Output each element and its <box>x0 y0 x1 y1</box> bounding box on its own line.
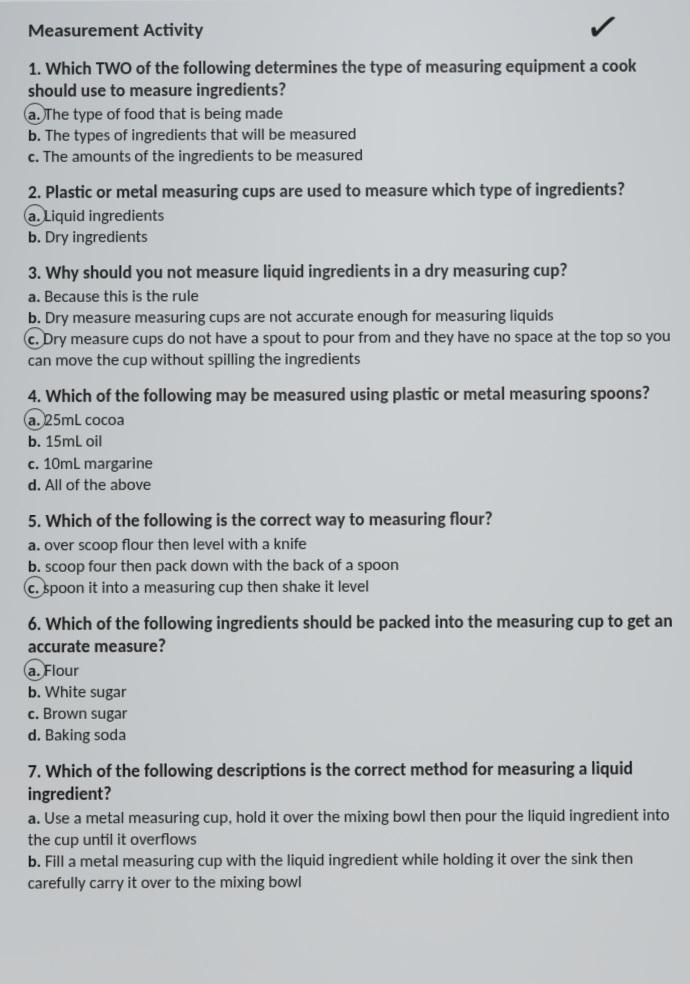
option-row: d. All of the above <box>28 471 678 496</box>
option-letter: b. <box>28 852 41 873</box>
option-text: over scoop flour then level with a knife <box>41 533 307 555</box>
option-letter: c. <box>28 453 39 473</box>
option-letter: a. <box>28 104 41 124</box>
options-list: a. over scoop flour then level with a kn… <box>28 531 679 599</box>
option-letter: b. <box>28 227 41 247</box>
option-text: 25mL cocoa <box>41 410 125 431</box>
options-list: a. Because this is the ruleb. Dry measur… <box>28 284 676 373</box>
option-text: Fill a metal measuring cup with the liqu… <box>28 848 633 894</box>
option-letter: b. <box>28 308 41 328</box>
question-block: 1. Which TWO of the following determines… <box>28 55 674 168</box>
question-stem: 2. Plastic or metal measuring cups are u… <box>28 179 674 204</box>
question-block: 5. Which of the following is the correct… <box>28 507 679 599</box>
option-row: c. Dry measure cups do not have a spout … <box>28 326 676 372</box>
question-block: 6. Which of the following ingredients sh… <box>28 610 680 747</box>
option-letter: d. <box>28 475 41 495</box>
option-text: spoon it into a measuring cup then shake… <box>39 576 369 598</box>
option-letter: d. <box>28 725 41 746</box>
options-list: a. The type of food that is being madeb.… <box>28 101 674 168</box>
option-row: b. Dry ingredients <box>28 224 675 249</box>
question-block: 2. Plastic or metal measuring cups are u… <box>28 179 675 249</box>
worksheet-page: ✓ Measurement Activity 1. Which TWO of t… <box>0 0 690 984</box>
option-text: All of the above <box>41 474 151 495</box>
option-letter: a. <box>28 287 41 307</box>
questions-container: 1. Which TWO of the following determines… <box>28 55 682 895</box>
option-text: scoop four then pack down with the back … <box>41 554 399 576</box>
option-text: 10mL margarine <box>39 453 153 474</box>
option-text: Use a metal measuring cup, hold it over … <box>28 805 670 851</box>
option-letter: b. <box>28 126 41 146</box>
option-text: White sugar <box>41 682 126 703</box>
question-stem: 7. Which of the following descriptions i… <box>28 758 681 806</box>
options-list: a. Flourb. White sugarc. Brown sugard. B… <box>28 657 680 747</box>
option-text: Dry measure measuring cups are not accur… <box>41 305 553 328</box>
question-stem: 5. Which of the following is the correct… <box>28 507 678 533</box>
option-letter: b. <box>28 556 41 576</box>
option-text: The amounts of the ingredients to be mea… <box>39 145 363 167</box>
option-letter: a. <box>28 660 41 681</box>
options-list: a. 25mL cocoab. 15mL oilc. 10mL margarin… <box>28 407 678 496</box>
option-row: b. Fill a metal measuring cup with the l… <box>28 848 682 895</box>
options-list: a. Liquid ingredientsb. Dry ingredients <box>28 203 675 249</box>
option-row: a. Use a metal measuring cup, hold it ov… <box>28 805 682 852</box>
option-letter: b. <box>28 682 41 703</box>
option-text: Brown sugar <box>39 703 127 724</box>
question-block: 3. Why should you not measure liquid ing… <box>28 259 676 372</box>
option-letter: a. <box>28 206 41 226</box>
option-text: Baking soda <box>41 725 126 746</box>
option-text: The type of food that is being made <box>41 103 283 124</box>
checkmark-icon: ✓ <box>581 0 624 56</box>
option-letter: c. <box>28 578 39 598</box>
option-text: Dry measure cups do not have a spout to … <box>28 326 671 371</box>
question-block: 4. Which of the following may be measure… <box>28 383 678 496</box>
question-stem: 4. Which of the following may be measure… <box>28 383 677 409</box>
option-letter: c. <box>28 147 39 167</box>
option-letter: a. <box>28 808 41 829</box>
question-stem: 1. Which TWO of the following determines… <box>28 55 673 102</box>
option-letter: a. <box>28 535 41 555</box>
option-letter: c. <box>28 704 39 725</box>
option-row: c. The amounts of the ingredients to be … <box>28 144 674 169</box>
option-text: Because this is the rule <box>41 286 199 307</box>
option-text: Flour <box>41 660 80 681</box>
question-stem: 6. Which of the following ingredients sh… <box>28 610 679 658</box>
option-text: Liquid ingredients <box>41 205 165 226</box>
question-stem: 3. Why should you not measure liquid ing… <box>28 259 675 284</box>
option-row: c. spoon it into a measuring cup then sh… <box>28 574 679 599</box>
question-block: 7. Which of the following descriptions i… <box>28 758 682 895</box>
option-letter: c. <box>28 330 39 350</box>
option-text: 15mL oil <box>41 432 102 453</box>
option-row: d. Baking soda <box>28 722 680 747</box>
options-list: a. Use a metal measuring cup, hold it ov… <box>28 805 682 895</box>
option-letter: b. <box>28 432 41 452</box>
option-letter: a. <box>28 411 41 431</box>
option-text: Dry ingredients <box>41 227 148 248</box>
option-text: The types of ingredients that will be me… <box>41 124 356 146</box>
page-title: Measurement Activity <box>28 16 672 42</box>
